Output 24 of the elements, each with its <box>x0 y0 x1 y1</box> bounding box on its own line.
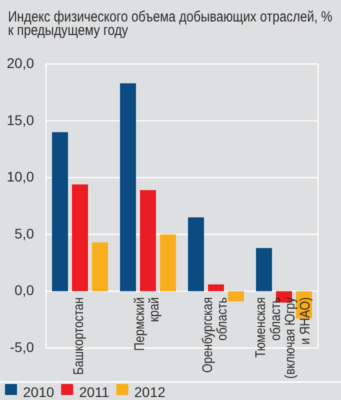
bar <box>228 291 244 302</box>
bar <box>120 83 136 292</box>
y-tick-label: 15,0 <box>6 112 34 128</box>
chart-title: Индекс физического объема добывающих отраслей, % к предыдущему году <box>8 7 332 38</box>
bar <box>140 190 156 292</box>
y-tick-label: 20,0 <box>6 54 34 71</box>
bar <box>256 248 272 292</box>
y-tick-label: 5,0 <box>14 225 34 242</box>
x-tick-label: Оренбургская область <box>199 296 230 373</box>
bar <box>188 217 204 292</box>
y-tick-label: -5,0 <box>10 338 34 355</box>
legend-label: 2011 <box>79 384 110 400</box>
bar <box>208 284 224 292</box>
bar <box>52 132 68 292</box>
x-tick-label: Пермский край <box>131 297 162 351</box>
bar <box>92 242 108 292</box>
legend-label: 2010 <box>23 384 54 400</box>
bar <box>72 184 88 292</box>
x-tick-label: Тюменская область (включая Югру и ЯНАО) <box>252 296 314 379</box>
x-tick-label: Башкортостан <box>70 297 87 375</box>
bar <box>160 234 176 292</box>
y-tick-label: 0,0 <box>14 282 34 298</box>
y-tick-label: 10,0 <box>6 168 34 184</box>
legend-label: 2012 <box>134 384 166 400</box>
